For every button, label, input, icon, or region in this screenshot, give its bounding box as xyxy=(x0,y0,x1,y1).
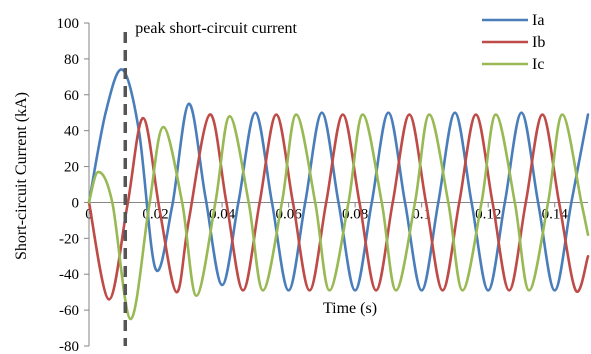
x-axis-label: Time (s) xyxy=(323,300,377,317)
y-tick-label: -20 xyxy=(59,231,79,247)
legend-label-ia: Ia xyxy=(532,12,544,29)
annotation: peak short-circuit current xyxy=(123,20,298,346)
y-tick-label: -40 xyxy=(59,267,79,283)
y-tick-label: -80 xyxy=(59,339,79,354)
y-tick-label: 60 xyxy=(64,88,79,104)
y-tick-label: 80 xyxy=(64,52,79,68)
y-tick-label: 20 xyxy=(64,160,79,176)
series-line-ia xyxy=(87,68,590,292)
x-tick-label: 0 xyxy=(85,206,93,222)
annotation-label: peak short-circuit current xyxy=(135,20,297,37)
legend-label-ic: Ic xyxy=(532,56,544,73)
series-line-ic xyxy=(87,113,590,321)
series-line-ib xyxy=(87,113,590,301)
legend: Ia Ib Ic xyxy=(482,12,545,73)
legend-label-ib: Ib xyxy=(532,34,545,51)
y-tick-label: 0 xyxy=(72,195,80,211)
y-tick-label: 100 xyxy=(57,16,80,32)
y-tick-label: -60 xyxy=(59,303,79,319)
y-axis-label: Short-circuit Current (kA) xyxy=(13,92,30,260)
y-tick-label: 40 xyxy=(64,124,79,140)
series-lines xyxy=(87,68,590,321)
